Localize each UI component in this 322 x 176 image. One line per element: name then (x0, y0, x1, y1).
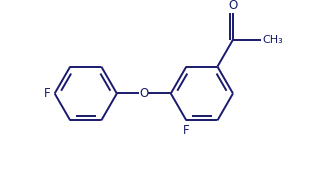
Text: O: O (228, 0, 238, 12)
Text: F: F (44, 87, 51, 100)
Text: F: F (183, 124, 190, 137)
Text: O: O (139, 87, 148, 100)
Text: CH₃: CH₃ (262, 35, 283, 45)
